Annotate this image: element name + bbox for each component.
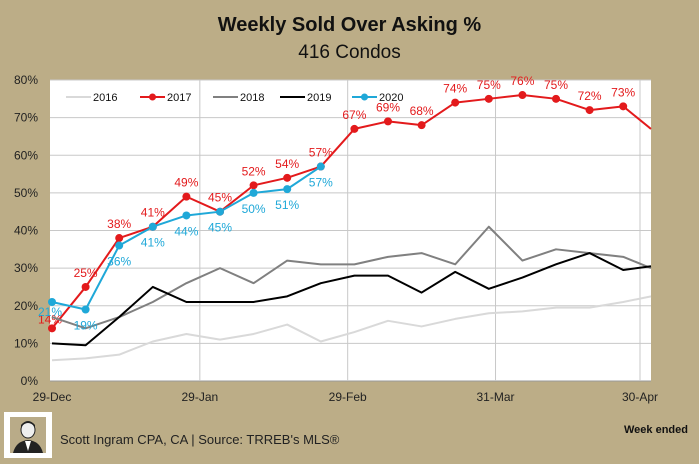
chart-title: Weekly Sold Over Asking % xyxy=(217,14,482,36)
data-label-2020: 41% xyxy=(141,236,165,250)
series-line-2018 xyxy=(51,225,652,330)
author-portrait-icon xyxy=(10,417,46,453)
data-label-2017: 25% xyxy=(74,266,98,280)
legend-label-2017: 2017 xyxy=(167,92,191,104)
data-point-2017 xyxy=(552,94,560,103)
data-point-2020 xyxy=(81,305,90,314)
y-tick-label: 50% xyxy=(14,186,38,200)
y-tick-label: 30% xyxy=(14,261,38,275)
data-label-2017: 41% xyxy=(141,206,165,220)
legend-label-2019: 2019 xyxy=(307,92,331,104)
data-label-2020: 44% xyxy=(174,224,198,238)
data-label-2017: 76% xyxy=(510,74,534,88)
data-label-2017: 52% xyxy=(242,164,266,178)
data-label-2017: 67% xyxy=(342,108,366,122)
y-tick-label: 20% xyxy=(14,299,38,313)
data-label-2020: 50% xyxy=(242,202,266,216)
y-tick-label: 60% xyxy=(14,148,38,162)
data-point-2017 xyxy=(115,234,124,243)
legend-label-2016: 2016 xyxy=(93,92,117,104)
y-tick-label: 0% xyxy=(21,374,39,388)
x-tick-label: 29-Feb xyxy=(329,390,367,404)
series-line-2016 xyxy=(51,295,652,362)
data-label-2020: 51% xyxy=(275,198,299,212)
data-point-2020 xyxy=(249,188,258,197)
data-point-2020 xyxy=(48,297,56,306)
x-axis-title: Week ended xyxy=(624,424,688,436)
data-label-2017: 68% xyxy=(410,104,434,118)
data-label-2020: 45% xyxy=(208,221,232,235)
chart-subtitle: 416 Condos xyxy=(298,42,401,63)
legend-label-2018: 2018 xyxy=(240,92,264,104)
data-label-2020: 21% xyxy=(38,305,62,319)
data-point-2017 xyxy=(283,173,292,182)
legend-label-2020: 2020 xyxy=(379,92,403,104)
legend-marker-2020 xyxy=(361,93,368,101)
data-label-2017: 74% xyxy=(443,82,467,96)
data-point-2017 xyxy=(451,98,460,107)
data-point-2017 xyxy=(249,181,258,190)
data-label-2017: 45% xyxy=(208,191,232,205)
data-label-2017: 14% xyxy=(38,312,62,326)
y-tick-label: 10% xyxy=(14,336,38,350)
data-point-2017 xyxy=(350,124,359,133)
data-point-2017 xyxy=(81,282,90,291)
data-label-2020: 36% xyxy=(107,255,131,269)
author-avatar xyxy=(4,412,52,458)
legend-marker-2017 xyxy=(149,93,156,101)
data-point-2020 xyxy=(115,241,124,250)
data-label-2017: 49% xyxy=(174,176,198,190)
y-tick-label: 70% xyxy=(14,111,38,125)
data-point-2020 xyxy=(283,185,292,194)
data-point-2017 xyxy=(518,91,527,100)
data-point-2017 xyxy=(182,192,191,201)
y-tick-label: 80% xyxy=(14,73,38,87)
data-point-2017 xyxy=(48,324,56,333)
data-point-2020 xyxy=(316,162,325,171)
data-point-2020 xyxy=(216,207,224,216)
data-point-2017 xyxy=(619,102,628,111)
data-label-2017: 72% xyxy=(578,89,602,103)
data-label-2017: 75% xyxy=(544,78,568,92)
data-point-2017 xyxy=(417,121,426,130)
data-label-2017: 54% xyxy=(275,157,299,171)
series-line-2019 xyxy=(51,252,652,347)
data-point-2017 xyxy=(484,94,493,103)
source-credit: Scott Ingram CPA, CA | Source: TRREB's M… xyxy=(60,432,340,447)
x-tick-label: 29-Jan xyxy=(181,390,218,404)
data-label-2020: 19% xyxy=(74,319,98,333)
x-tick-label: 29-Dec xyxy=(33,390,72,404)
data-point-2017 xyxy=(384,117,392,126)
x-tick-label: 30-Apr xyxy=(622,390,658,404)
data-label-2017: 57% xyxy=(309,146,333,160)
x-tick-label: 31-Mar xyxy=(477,390,515,404)
data-label-2017: 75% xyxy=(477,78,501,92)
data-label-2017: 38% xyxy=(107,217,131,231)
data-point-2017 xyxy=(585,106,594,115)
data-point-2020 xyxy=(148,222,157,231)
data-point-2020 xyxy=(182,211,191,220)
y-tick-label: 40% xyxy=(14,224,38,238)
data-label-2017: 73% xyxy=(611,85,635,99)
data-label-2017: 69% xyxy=(376,100,400,114)
data-label-2020: 57% xyxy=(309,176,333,190)
